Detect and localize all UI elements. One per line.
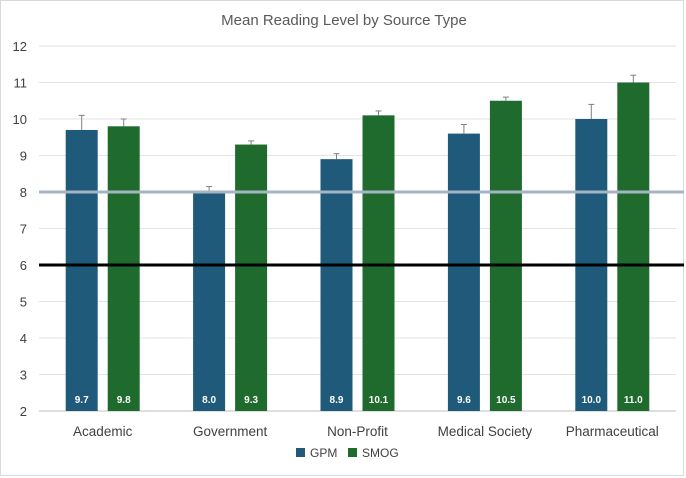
data-label: 9.6 xyxy=(457,395,471,406)
bar-smog xyxy=(617,82,650,411)
y-tick-label: 5 xyxy=(20,295,27,310)
data-label: 8.9 xyxy=(330,395,344,406)
legend-label: SMOG xyxy=(362,446,399,460)
bar-gpm xyxy=(65,129,98,411)
x-tick-label: Academic xyxy=(73,424,133,439)
legend-label: GPM xyxy=(310,446,337,460)
reference-lines xyxy=(39,190,684,267)
bar-smog xyxy=(107,126,140,412)
y-tick-label: 9 xyxy=(20,149,27,164)
data-label: 10.5 xyxy=(496,395,516,406)
x-tick-label: Non-Profit xyxy=(327,424,388,439)
y-tick-label: 2 xyxy=(20,404,27,419)
bar-gpm xyxy=(193,192,226,411)
chart-title: Mean Reading Level by Source Type xyxy=(221,12,467,29)
data-label: 10.1 xyxy=(369,395,389,406)
bar-smog xyxy=(489,100,522,411)
y-tick-label: 7 xyxy=(20,222,27,237)
y-tick-label: 8 xyxy=(20,185,27,200)
data-label: 8.0 xyxy=(202,395,216,406)
labels-layer: 2 3 4 5 6 7 8 9 10 11 12 9.7 9.8 Academic 8.0 9.3 Govern… xyxy=(13,39,659,439)
legend: GPM SMOG xyxy=(296,446,399,460)
y-tick-label: 12 xyxy=(13,39,27,54)
bars-layer xyxy=(65,74,650,412)
x-tick-label: Pharmaceutical xyxy=(566,424,659,439)
data-label: 9.7 xyxy=(75,395,89,406)
bar-smog xyxy=(362,115,395,411)
y-tick-label: 10 xyxy=(13,112,27,127)
data-label: 9.3 xyxy=(244,395,258,406)
bar-gpm xyxy=(447,133,480,411)
bar-smog xyxy=(235,144,268,412)
data-label: 9.8 xyxy=(117,395,131,406)
y-tick-label: 6 xyxy=(20,258,27,273)
legend-swatch-gpm xyxy=(296,448,305,457)
y-tick-label: 4 xyxy=(20,331,27,346)
x-tick-label: Medical Society xyxy=(438,424,533,439)
y-tick-label: 11 xyxy=(14,76,28,91)
bar-gpm xyxy=(320,159,353,411)
data-label: 11.0 xyxy=(624,395,643,406)
x-tick-label: Government xyxy=(193,424,268,439)
y-tick-label: 3 xyxy=(20,368,27,383)
legend-swatch-smog xyxy=(348,448,357,457)
data-label: 10.0 xyxy=(582,395,602,406)
